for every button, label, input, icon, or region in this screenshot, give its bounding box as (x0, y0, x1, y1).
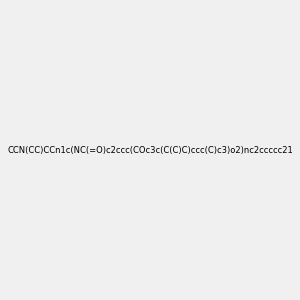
Text: CCN(CC)CCn1c(NC(=O)c2ccc(COc3c(C(C)C)ccc(C)c3)o2)nc2ccccc21: CCN(CC)CCn1c(NC(=O)c2ccc(COc3c(C(C)C)ccc… (7, 146, 293, 154)
